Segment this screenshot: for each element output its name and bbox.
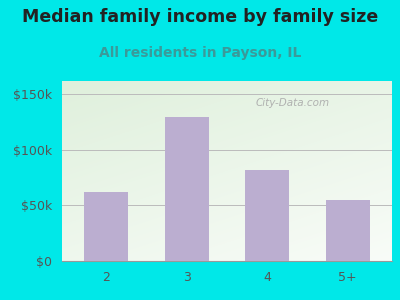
Bar xyxy=(84,192,128,261)
Bar xyxy=(245,170,289,261)
Bar xyxy=(165,117,209,261)
Text: City-Data.com: City-Data.com xyxy=(256,98,330,108)
Bar xyxy=(326,200,370,261)
Text: Median family income by family size: Median family income by family size xyxy=(22,8,378,26)
Text: All residents in Payson, IL: All residents in Payson, IL xyxy=(99,46,301,61)
